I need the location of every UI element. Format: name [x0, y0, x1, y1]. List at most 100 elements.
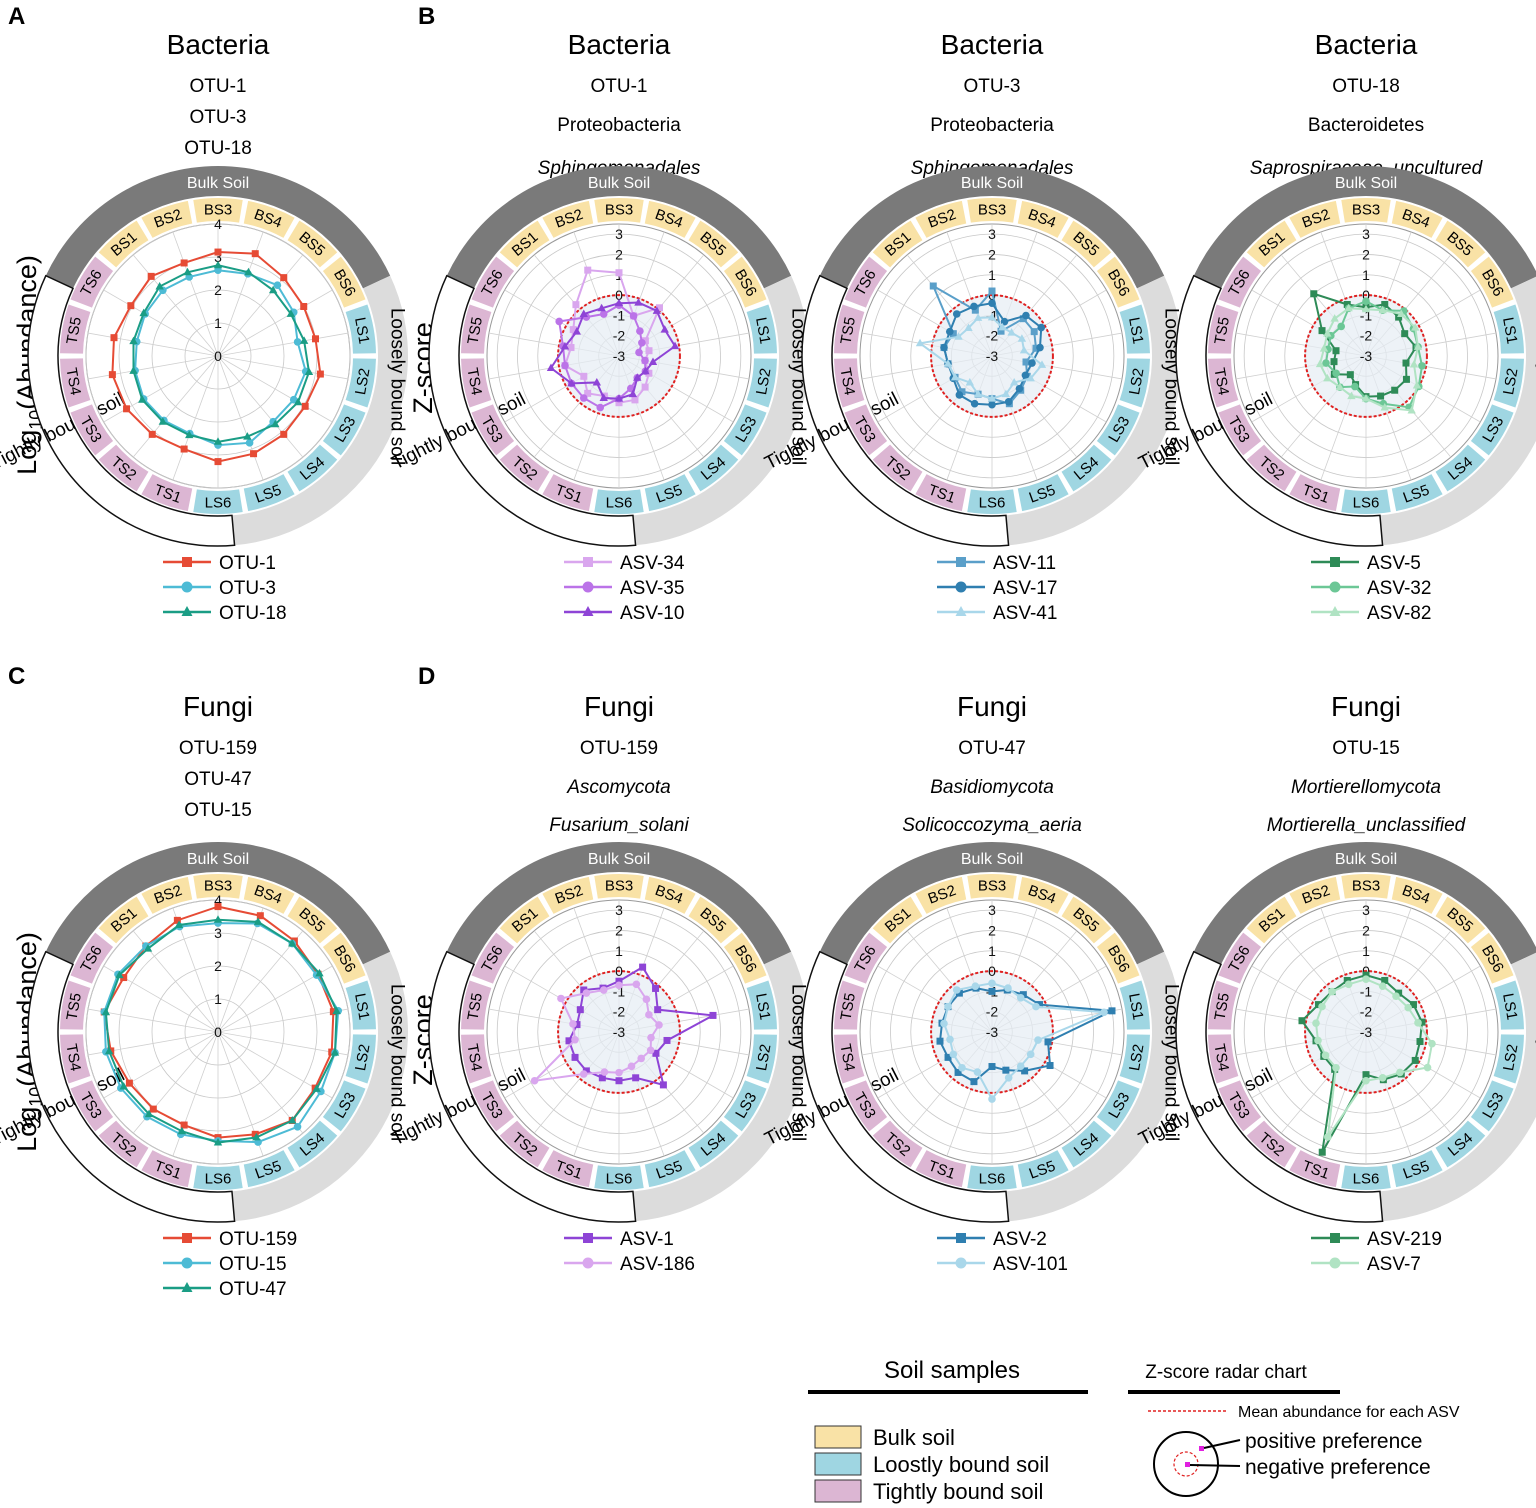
- sample-label: BS4: [252, 882, 284, 908]
- data-point: [949, 1050, 958, 1059]
- legend-label: ASV-17: [993, 578, 1057, 599]
- sample-cell: [723, 256, 767, 308]
- data-point: [569, 326, 577, 334]
- data-point: [148, 430, 156, 438]
- loose-soil-swatch: [814, 1452, 862, 1476]
- data-point: [1318, 1002, 1326, 1011]
- data-point: [952, 310, 961, 318]
- sample-label: LS2: [1500, 367, 1521, 396]
- sample-label: TS5: [464, 992, 486, 1022]
- data-point: [1381, 976, 1389, 984]
- legend-label: ASV-11: [993, 553, 1056, 574]
- panel-title: Fungi: [957, 691, 1027, 722]
- data-point: [1019, 345, 1029, 354]
- radial-tick-label: -2: [613, 1004, 626, 1020]
- data-point: [1323, 1133, 1332, 1141]
- data-point: [243, 432, 252, 440]
- data-point: [1001, 389, 1011, 398]
- legend-label: OTU-1: [219, 553, 276, 574]
- sample-cell: [967, 489, 1017, 514]
- bulk-soil-ring: [446, 166, 792, 289]
- panel-taxon-label: Solicoccozyma_aeria: [902, 815, 1082, 836]
- sample-cell: [243, 876, 295, 914]
- sample-label: LS2: [753, 367, 774, 396]
- data-point: [271, 419, 280, 428]
- sample-cell: [834, 980, 865, 1030]
- data-point: [936, 1037, 944, 1045]
- sample-label: TS4: [1210, 367, 1232, 397]
- data-point: [1019, 991, 1027, 999]
- mean-line-label: Mean abundance for each ASV: [1238, 1404, 1460, 1421]
- radial-tick-label: -2: [1360, 328, 1373, 344]
- data-point: [641, 366, 650, 375]
- sample-label: LS6: [1353, 495, 1380, 512]
- sample-cell: [1246, 444, 1297, 492]
- sample-cell: [70, 256, 114, 308]
- data-point: [1396, 1068, 1404, 1077]
- data-point: [1022, 311, 1030, 320]
- data-point: [273, 281, 282, 290]
- radar-panel-8: Fungi OTU-15 Mortierellomycota Mortierella_…: [1135, 691, 1536, 1275]
- radial-tick-label: 3: [1362, 226, 1370, 242]
- grid-spoke: [87, 1008, 219, 1033]
- legend-label: ASV-82: [1367, 603, 1431, 624]
- data-point: [569, 1020, 577, 1028]
- panel-letter-b: B: [418, 3, 435, 30]
- legend-marker: [182, 1233, 192, 1243]
- sample-label: LS1: [1125, 316, 1146, 345]
- panel-subtitle: OTU-1: [591, 76, 648, 97]
- data-point: [1036, 343, 1044, 352]
- sample-cell: [688, 1120, 739, 1168]
- panel-taxon-label: Basidiomycota: [930, 777, 1054, 798]
- data-point: [973, 389, 983, 398]
- data-point: [970, 1078, 978, 1086]
- data-point: [1298, 1017, 1306, 1025]
- data-point: [1330, 314, 1339, 322]
- data-point: [988, 987, 996, 995]
- data-point: [954, 332, 963, 340]
- legend-label: ASV-1: [620, 1229, 674, 1250]
- sample-cell: [542, 474, 594, 512]
- tight-soil-ring: [27, 274, 236, 547]
- sample-cell: [98, 220, 149, 268]
- sample-cell: [322, 404, 366, 456]
- data-point: [289, 395, 298, 404]
- panel-title: Fungi: [183, 691, 253, 722]
- legend-marker: [1329, 606, 1341, 616]
- panel-subtitle: OTU-3: [964, 76, 1021, 97]
- sample-label: BS4: [1400, 206, 1432, 232]
- sample-cell: [644, 200, 696, 238]
- sample-cell: [1208, 1034, 1239, 1084]
- sample-cell: [471, 256, 515, 308]
- radial-tick-label: -3: [613, 1024, 626, 1040]
- sample-cell: [967, 1165, 1017, 1190]
- sample-cell: [1061, 1120, 1112, 1168]
- data-point: [101, 1007, 111, 1016]
- data-point: [1015, 384, 1024, 393]
- data-point: [1328, 987, 1336, 996]
- data-point: [654, 1006, 662, 1014]
- grid-spoke: [172, 231, 219, 357]
- sample-label: LS6: [205, 1171, 232, 1188]
- data-point: [659, 1081, 667, 1089]
- sample-cell: [70, 932, 114, 984]
- radial-tick-label: 1: [214, 315, 222, 331]
- data-point: [180, 445, 188, 453]
- sample-cell: [141, 474, 193, 512]
- data-point: [1021, 371, 1030, 380]
- data-point: [584, 389, 592, 397]
- data-point: [1418, 1018, 1426, 1026]
- data-point: [1332, 347, 1340, 355]
- data-point: [970, 399, 979, 408]
- data-point: [1362, 971, 1370, 979]
- data-point: [1330, 358, 1338, 366]
- sample-cell: [193, 874, 243, 899]
- data-point: [614, 298, 624, 307]
- data-point: [1377, 392, 1385, 400]
- sample-cell: [723, 1080, 767, 1132]
- sample-cell: [1017, 200, 1069, 238]
- data-point: [641, 383, 649, 391]
- sample-cell: [60, 980, 91, 1030]
- legend-marker: [956, 557, 966, 567]
- sample-label: LS1: [351, 992, 372, 1021]
